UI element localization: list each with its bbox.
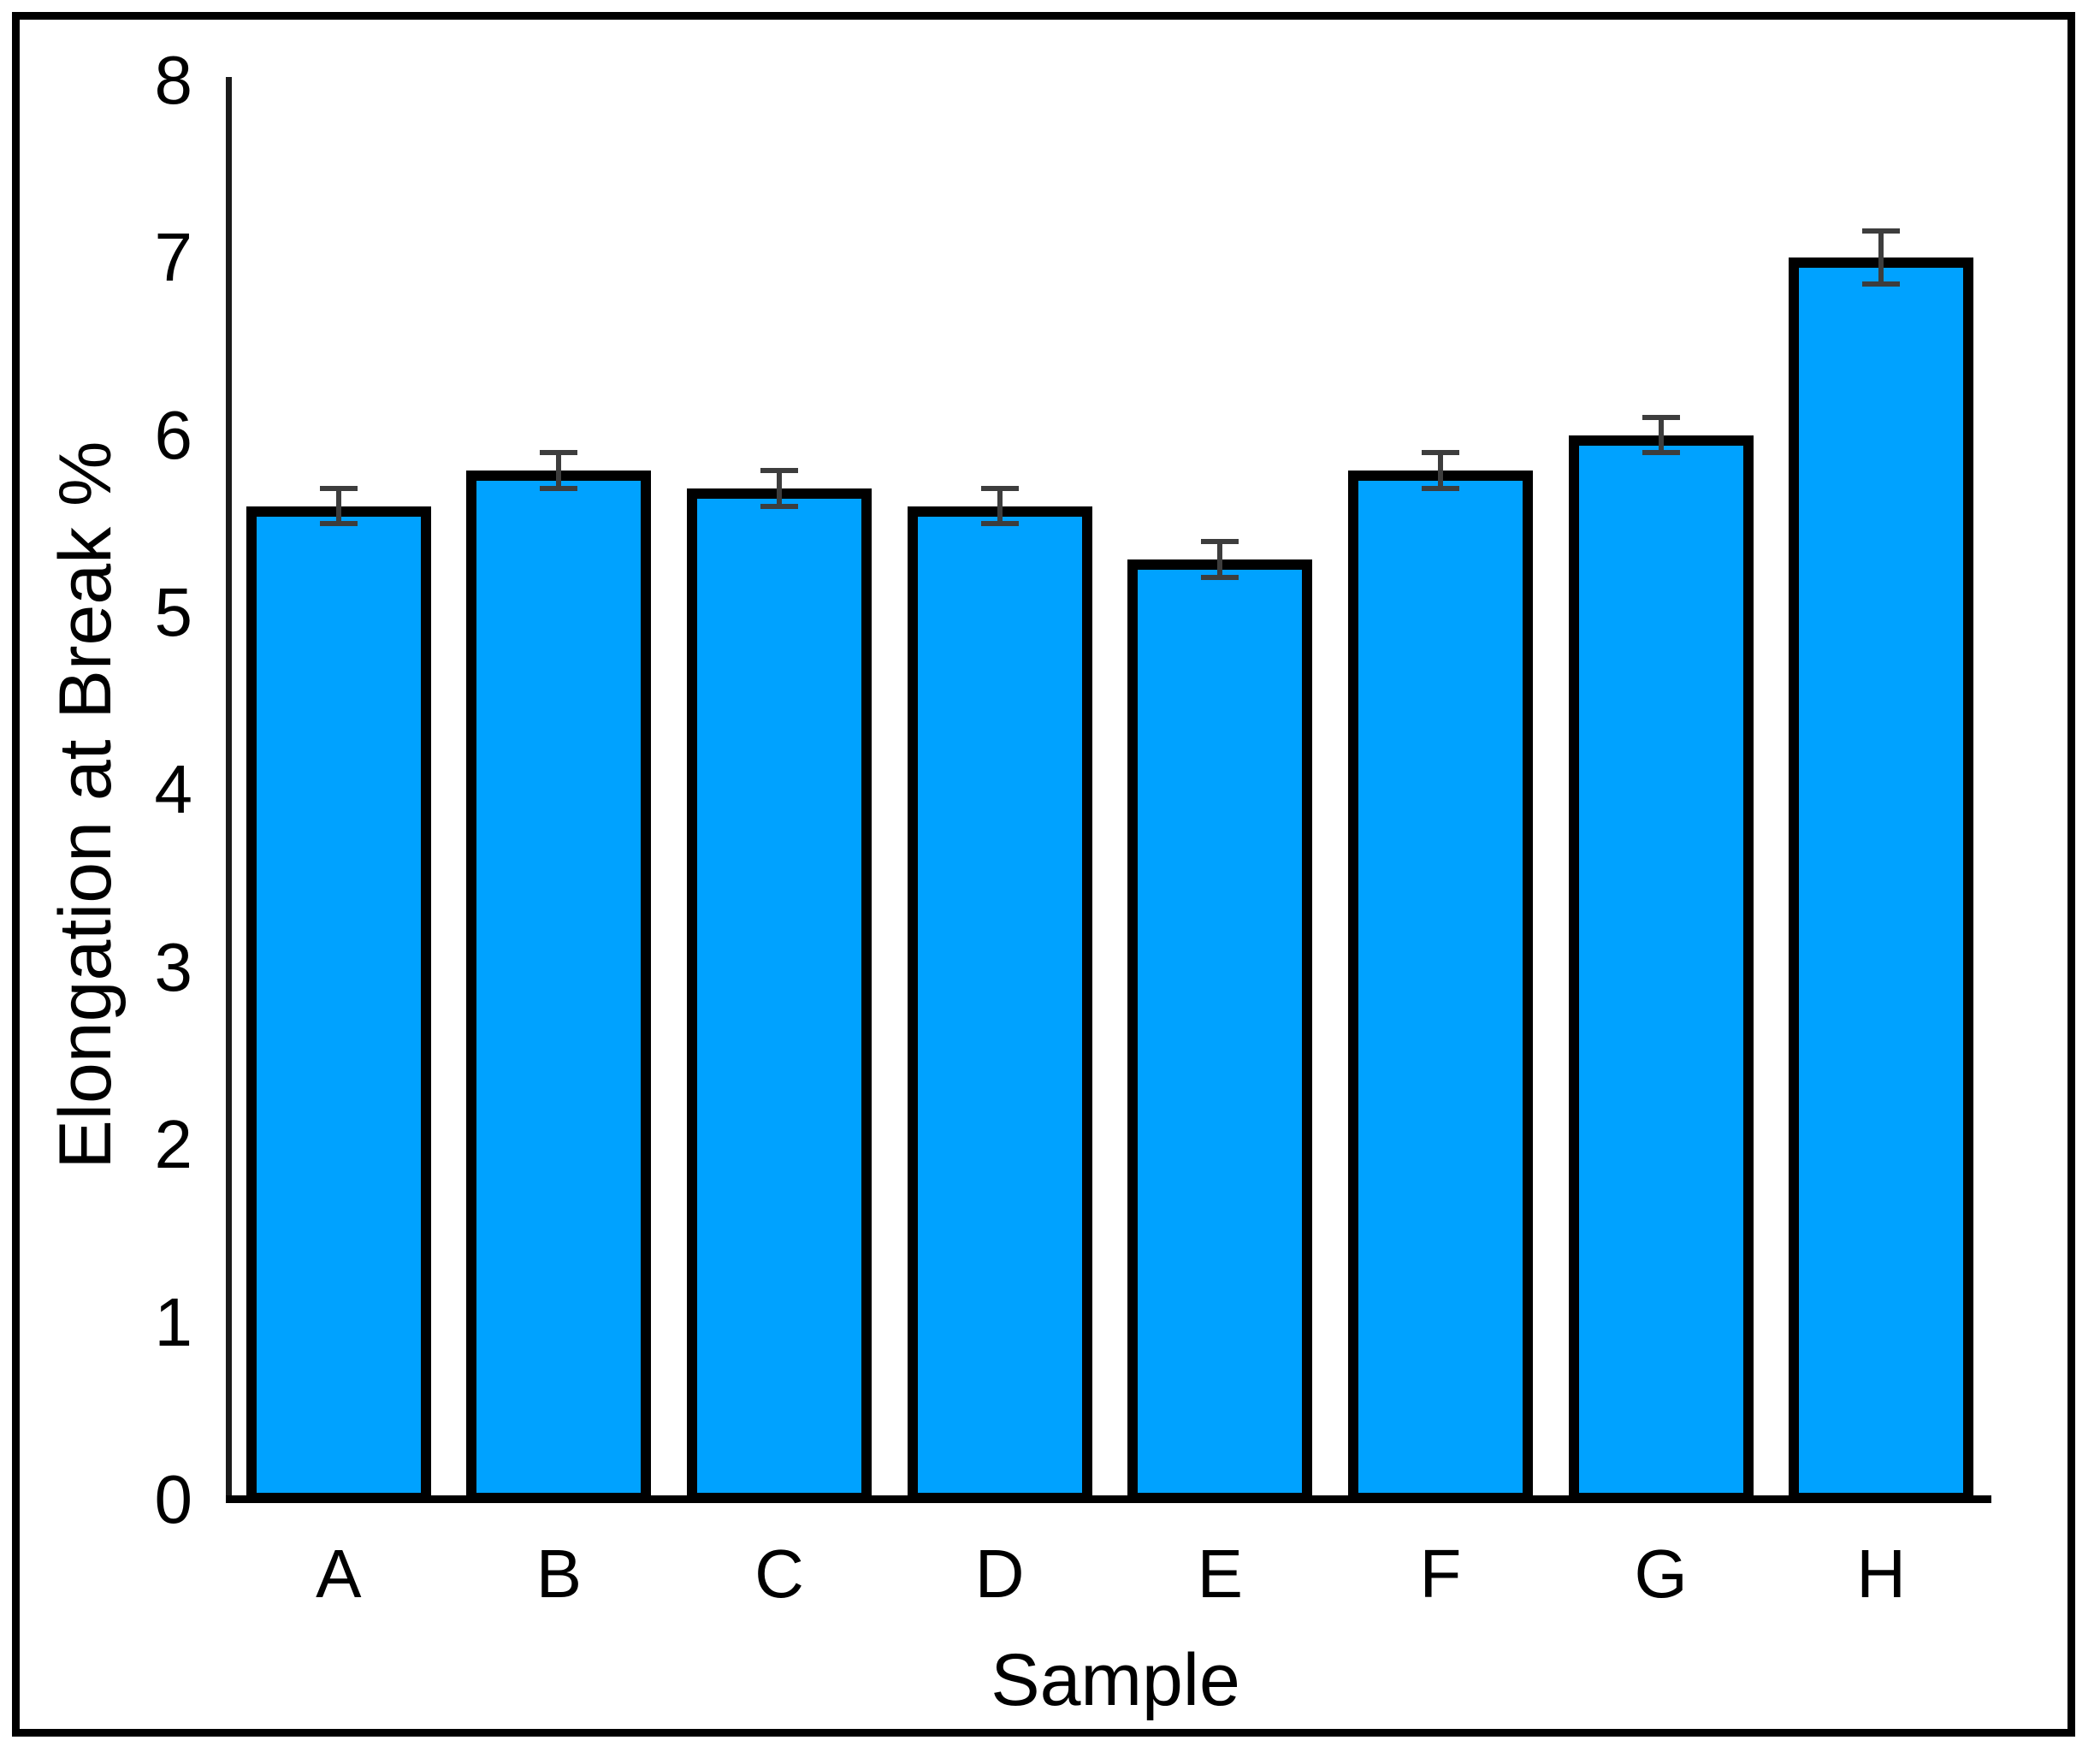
error-cap-bottom-A [319,521,358,527]
error-cap-bottom-D [980,521,1019,527]
x-axis-line [226,1495,1991,1503]
error-cap-top-H [1862,228,1901,234]
error-bar-D [997,488,1003,524]
y-axis-line [226,77,232,1503]
y-tick-label: 4 [154,751,193,828]
error-cap-top-A [319,485,358,491]
error-cap-top-E [1201,539,1239,545]
error-bar-F [1437,453,1443,488]
bar-D [907,506,1092,1503]
y-tick-label: 7 [154,219,193,296]
y-tick-label: 1 [154,1283,193,1360]
x-tick-label-E: E [1197,1536,1243,1612]
error-cap-top-B [540,450,578,456]
x-axis-title: Sample [991,1639,1240,1721]
error-cap-bottom-B [540,485,578,491]
y-axis-title: Elongation at Break % [44,441,127,1169]
x-tick-label-B: B [535,1536,583,1612]
x-tick-label-D: D [974,1536,1025,1612]
error-bar-A [335,488,341,524]
bar-G [1568,435,1754,1503]
x-tick-label-G: G [1634,1536,1688,1612]
error-cap-top-F [1421,450,1459,456]
bar-C [687,488,873,1503]
error-bar-C [777,471,783,506]
error-cap-bottom-F [1421,485,1459,491]
error-bar-H [1878,231,1884,285]
x-tick-label-F: F [1419,1536,1462,1612]
y-tick-label: 5 [154,574,193,650]
error-cap-bottom-E [1201,574,1239,580]
y-tick-label: 8 [154,41,193,118]
bar-H [1789,257,1974,1503]
y-tick-label: 6 [154,396,193,473]
error-cap-top-G [1642,414,1680,420]
bar-B [466,471,652,1503]
x-tick-label-H: H [1856,1536,1907,1612]
error-bar-B [556,453,562,488]
error-cap-bottom-H [1862,281,1901,287]
error-cap-top-D [980,485,1019,491]
error-bar-G [1658,417,1664,453]
error-cap-bottom-G [1642,450,1680,456]
x-tick-label-A: A [316,1536,362,1612]
y-tick-label: 2 [154,1106,193,1183]
error-cap-bottom-C [760,503,799,509]
y-tick-label: 3 [154,928,193,1005]
y-tick-label: 0 [154,1461,193,1537]
bar-F [1347,471,1533,1503]
error-cap-top-C [760,468,799,474]
bar-A [245,506,431,1503]
error-bar-E [1217,542,1223,577]
bar-E [1127,559,1313,1503]
x-tick-label-C: C [754,1536,804,1612]
